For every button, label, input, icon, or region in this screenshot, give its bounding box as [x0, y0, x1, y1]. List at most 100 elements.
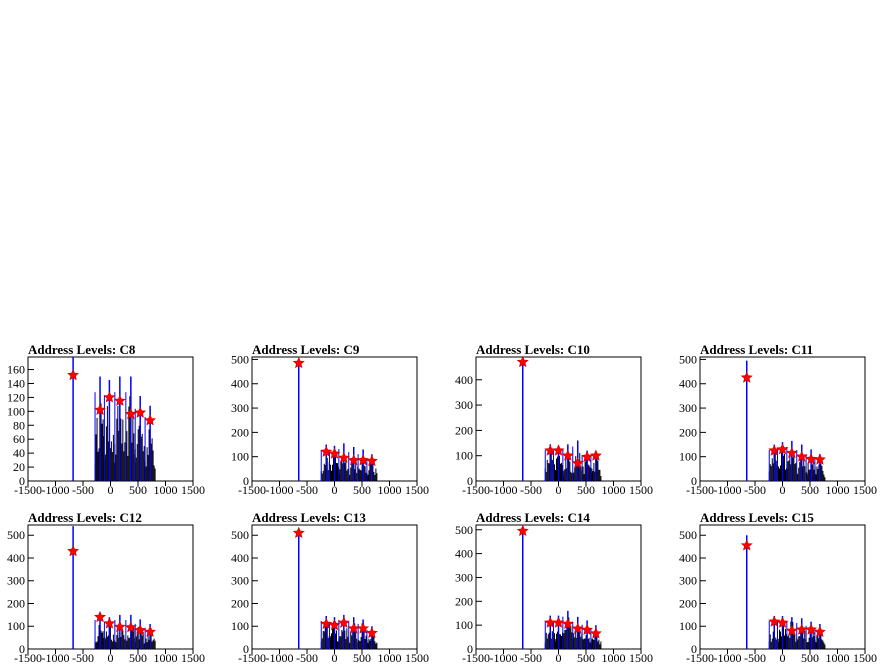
- peak-marker: [581, 450, 594, 463]
- y-tick-label: 300: [231, 574, 249, 588]
- x-tick-label: -1500: [238, 651, 266, 665]
- y-tick-label: 400: [679, 377, 697, 391]
- x-tick-label: 1000: [826, 483, 850, 497]
- y-tick-label: 500: [7, 528, 25, 542]
- panel-title: Address Levels: C15: [700, 510, 814, 525]
- x-tick-label: -500: [296, 651, 318, 665]
- y-tick-label: 300: [7, 574, 25, 588]
- y-tick-label: 300: [679, 574, 697, 588]
- peak-marker: [552, 616, 565, 628]
- y-tick-label: 120: [7, 390, 25, 404]
- x-tick-label: 1000: [154, 651, 178, 665]
- peak-marker: [124, 621, 137, 633]
- y-tick-label: 100: [679, 619, 697, 633]
- x-tick-label: 500: [129, 651, 147, 665]
- y-tick-label: 200: [679, 425, 697, 439]
- y-tick-label: 300: [455, 570, 473, 584]
- peak-marker: [365, 454, 378, 467]
- x-tick-label: -1500: [462, 483, 490, 497]
- y-tick-label: 300: [455, 398, 473, 412]
- y-tick-label: 500: [231, 528, 249, 542]
- x-tick-label: 1500: [405, 651, 429, 665]
- histogram-panel-4: Address Levels: C12 0 100 200 300 400 500 -1500…: [7, 510, 205, 665]
- y-tick-label: 20: [13, 460, 25, 474]
- x-tick-label: -1500: [686, 651, 714, 665]
- x-tick-label: -1500: [14, 483, 42, 497]
- peak-marker: [813, 625, 826, 638]
- peak-marker: [292, 356, 305, 369]
- peak-marker: [813, 453, 826, 465]
- histogram-panel-1: Address Levels: C90100200300400500-1500-…: [231, 342, 429, 497]
- x-tick-label: 1000: [154, 483, 178, 497]
- y-tick-label: 0: [691, 474, 697, 488]
- peak-marker: [67, 544, 80, 557]
- x-tick-label: -1000: [266, 651, 294, 665]
- y-tick-label: 100: [7, 404, 25, 418]
- x-tick-label: 0: [332, 483, 338, 497]
- peak-marker: [552, 444, 565, 456]
- x-tick-label: -1000: [714, 651, 742, 665]
- x-tick-label: 1000: [826, 651, 850, 665]
- x-tick-label: -1500: [238, 483, 266, 497]
- x-tick-label: 1500: [181, 651, 205, 665]
- peak-marker: [67, 368, 80, 381]
- histogram-panel-5: Address Levels: C13 0 100 200 300 400 500 -1500…: [231, 510, 429, 665]
- peak-marker: [357, 454, 370, 466]
- histogram-panel-2: Address Levels: C10 0 100 200 300 400 -1500 -10…: [455, 342, 653, 497]
- peak-marker: [805, 452, 818, 465]
- x-tick-label: 500: [577, 483, 595, 497]
- y-tick-label: 200: [231, 425, 249, 439]
- x-tick-label: 0: [108, 483, 114, 497]
- x-tick-label: 0: [780, 651, 786, 665]
- peak-marker: [292, 526, 305, 539]
- peak-marker: [113, 620, 126, 633]
- y-tick-label: 400: [231, 551, 249, 565]
- peak-marker: [805, 623, 818, 635]
- peak-marker: [768, 615, 781, 627]
- x-tick-label: -1000: [490, 483, 518, 497]
- peak-marker: [113, 394, 126, 406]
- x-tick-label: 1500: [405, 483, 429, 497]
- y-tick-label: 300: [231, 401, 249, 415]
- peak-marker: [785, 446, 798, 459]
- y-tick-label: 0: [19, 642, 25, 656]
- x-tick-label: 1500: [853, 651, 877, 665]
- peak-marker: [94, 403, 107, 416]
- peak-marker: [134, 624, 147, 636]
- peak-marker: [94, 610, 107, 623]
- x-tick-label: 1000: [378, 483, 402, 497]
- y-tick-label: 0: [243, 642, 249, 656]
- y-tick-label: 0: [467, 474, 473, 488]
- y-tick-label: 400: [455, 373, 473, 387]
- y-tick-label: 400: [679, 551, 697, 565]
- peak-marker: [571, 457, 584, 469]
- peak-marker: [776, 443, 789, 455]
- peak-marker: [776, 616, 789, 628]
- y-tick-label: 0: [691, 642, 697, 656]
- panel-title: Address Levels: C11: [700, 342, 813, 357]
- x-tick-label: 0: [108, 651, 114, 665]
- y-tick-label: 500: [231, 352, 249, 366]
- peak-marker: [561, 617, 574, 630]
- y-tick-label: 400: [455, 547, 473, 561]
- peak-marker: [124, 407, 137, 420]
- x-tick-label: -500: [72, 483, 94, 497]
- x-tick-label: 0: [332, 651, 338, 665]
- panel-title: Address Levels: C14: [476, 510, 590, 525]
- histogram-panel-7: Address Levels: C15 0 100 200 300 400 500 -1500…: [679, 510, 877, 665]
- y-tick-label: 0: [243, 474, 249, 488]
- y-tick-label: 60: [13, 432, 25, 446]
- peak-marker: [328, 447, 341, 459]
- histogram-panel-3: Address Levels: C11 0 100 200 300 400 500 -1500…: [679, 342, 877, 497]
- x-tick-label: 500: [129, 483, 147, 497]
- x-tick-label: -1500: [686, 483, 714, 497]
- y-tick-label: 160: [7, 363, 25, 377]
- x-tick-label: -1500: [462, 651, 490, 665]
- peak-marker: [320, 445, 333, 457]
- x-tick-label: 0: [556, 651, 562, 665]
- x-tick-label: 500: [353, 651, 371, 665]
- peak-marker: [740, 539, 753, 551]
- peak-marker: [561, 449, 574, 461]
- peak-marker: [571, 622, 584, 634]
- x-tick-label: -500: [744, 651, 766, 665]
